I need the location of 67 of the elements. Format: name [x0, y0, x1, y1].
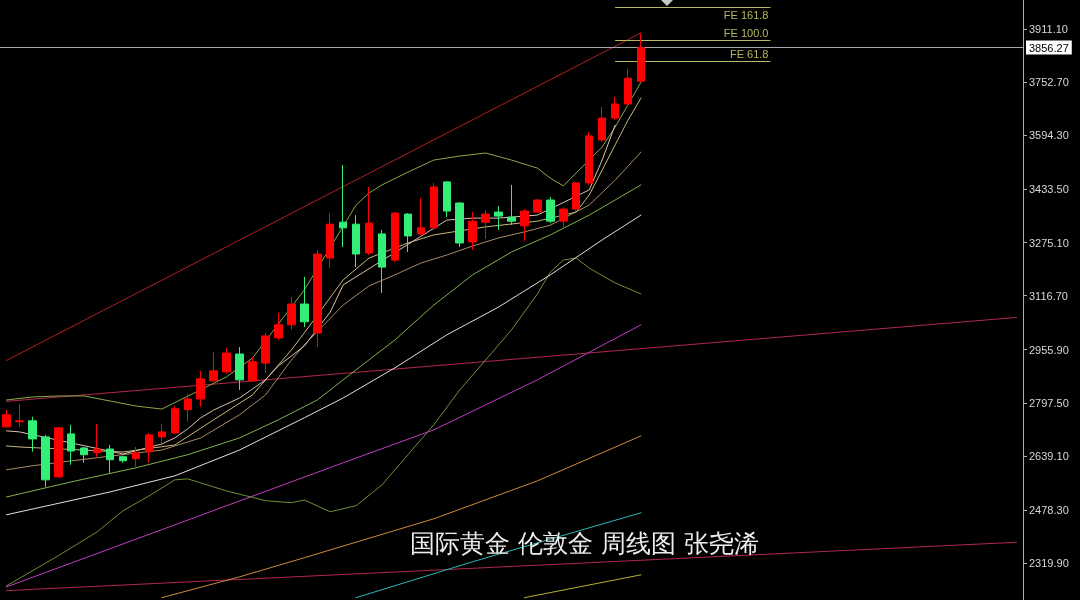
candlestick: [313, 249, 322, 348]
candlestick: [145, 432, 153, 464]
y-tick-label: 2478.30: [1029, 503, 1069, 516]
y-tick-label: 3752.70: [1029, 76, 1069, 89]
candlestick: [455, 201, 464, 248]
candlestick: [106, 444, 114, 474]
candlestick: [507, 184, 516, 226]
line-series: [5, 81, 642, 410]
y-tick-label: 3433.50: [1029, 183, 1069, 196]
candlestick: [417, 197, 425, 236]
candlestick: [158, 423, 166, 449]
candlestick: [67, 424, 75, 466]
candlestick: [326, 212, 334, 269]
candlestick: [209, 351, 218, 383]
candlestick: [430, 182, 438, 231]
candlestick: [2, 409, 11, 429]
candlestick: [171, 405, 179, 435]
y-tick-label: 2797.50: [1029, 396, 1069, 409]
candlestick: [261, 332, 270, 374]
candlestick: [80, 446, 88, 464]
candlestick: [378, 229, 386, 294]
candlestick: [54, 426, 63, 479]
candlestick: [624, 68, 632, 107]
candlestick: [287, 296, 296, 331]
candlestick: [248, 356, 257, 383]
candlestick: [235, 346, 244, 391]
y-tick-label: 3911.10: [1029, 23, 1068, 36]
y-tick-label: 2955.90: [1029, 343, 1069, 356]
candlestick: [132, 446, 140, 468]
candlestick: [365, 186, 373, 256]
candlestick: [119, 455, 127, 464]
candlestick: [559, 206, 568, 228]
y-tick-label: 2319.90: [1029, 557, 1069, 570]
candlestick: [611, 96, 619, 121]
candlestick: [300, 276, 309, 328]
candlestick: [585, 131, 593, 186]
candlestick: [572, 181, 580, 212]
candlestick: [41, 434, 50, 488]
candlestick: [546, 196, 555, 224]
candlestick: [339, 164, 347, 248]
ref-line-label: FE 161.8: [723, 8, 769, 21]
y-tick-label: 3275.10: [1029, 236, 1069, 249]
ref-line-label: FE 61.8: [729, 47, 769, 60]
y-tick-label: 2639.10: [1029, 450, 1069, 463]
candlestick: [637, 32, 645, 83]
candlestick: [404, 212, 412, 253]
y-tick-label: 3116.70: [1029, 289, 1068, 302]
candlestick: [443, 180, 451, 218]
candlestick: [494, 205, 503, 231]
y-tick-label: 3594.30: [1029, 129, 1069, 142]
candlestick: [481, 209, 490, 240]
candlestick: [222, 347, 231, 375]
candlestick: [468, 211, 477, 251]
candlestick: [598, 106, 606, 143]
ref-line-label: FE 100.0: [723, 27, 769, 40]
candlestick: [93, 423, 101, 458]
line-series: [5, 151, 642, 471]
candlestick: [533, 198, 542, 214]
ref-line-label: 3856.27: [1029, 41, 1069, 54]
candlestick: [391, 211, 399, 263]
candlestick: [15, 403, 24, 428]
candlestick: [274, 312, 283, 341]
candlestick: [520, 208, 529, 242]
candlestick: [196, 370, 205, 408]
candlestick: [28, 416, 37, 453]
candlestick: [352, 214, 360, 268]
candlestick: [184, 393, 192, 423]
